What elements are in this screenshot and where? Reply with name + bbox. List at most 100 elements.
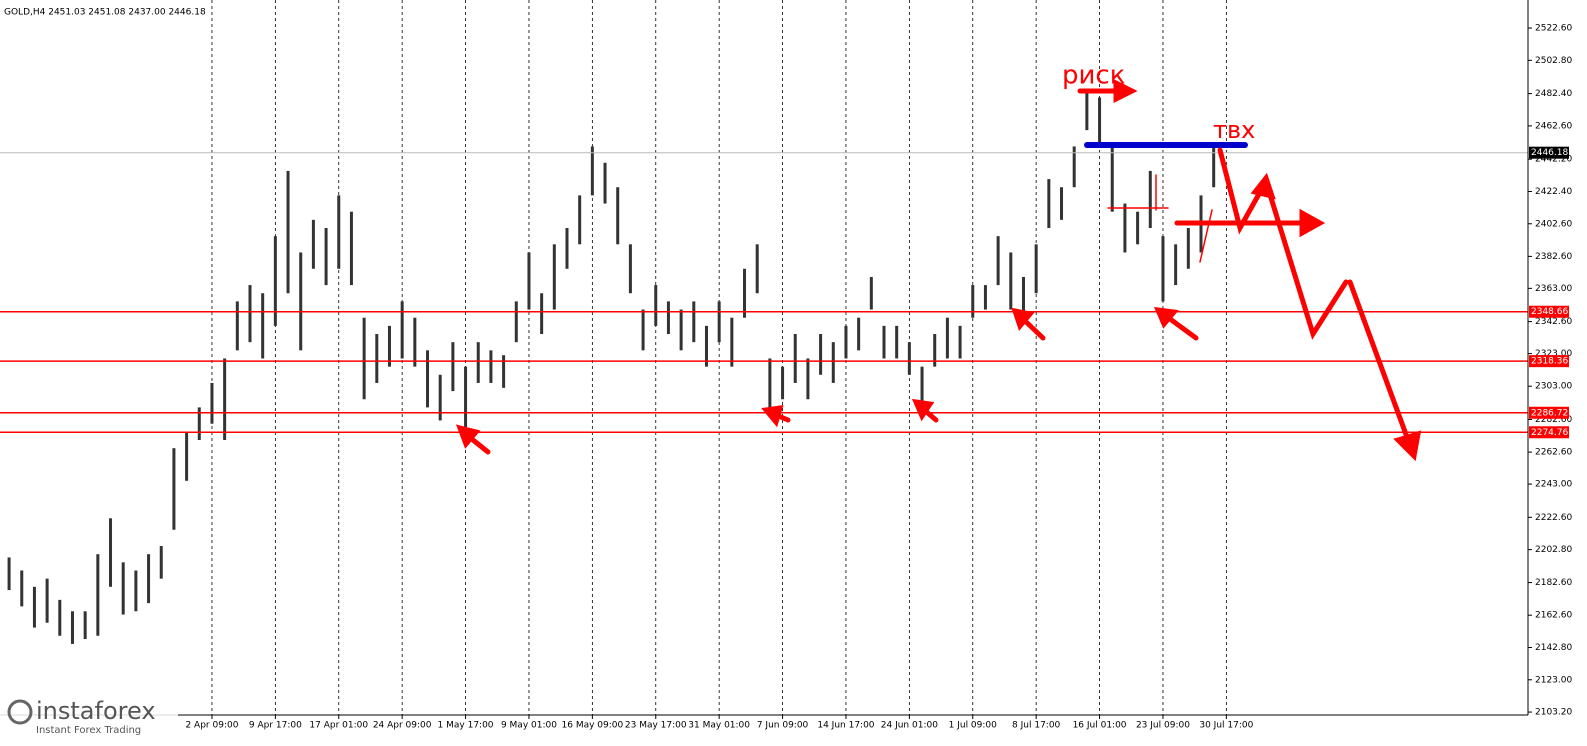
thin-line <box>1199 209 1213 263</box>
y-tick-label: 2342.60 <box>1535 317 1572 327</box>
x-tick-label: 23 May 17:00 <box>625 721 687 731</box>
price-bar <box>273 236 277 326</box>
price-bar <box>45 578 49 623</box>
price-bar <box>438 374 442 421</box>
price-bar <box>1060 187 1064 220</box>
price-bar <box>197 407 201 441</box>
price-bar <box>451 342 455 392</box>
price-bar <box>958 325 962 359</box>
x-tick-label: 9 Apr 17:00 <box>249 721 302 731</box>
chart-title: GOLD,H4 2451.03 2451.08 2437.00 2446.18 <box>4 8 206 18</box>
price-bar <box>704 325 708 367</box>
price-bar <box>768 358 772 416</box>
x-tick-label: 31 May 01:00 <box>688 721 750 731</box>
price-bar <box>1161 236 1165 302</box>
price-bar <box>1047 179 1051 229</box>
price-bar <box>223 358 227 441</box>
arrow <box>1265 185 1349 340</box>
y-tick-label: 2243.00 <box>1535 480 1572 490</box>
price-bar <box>945 317 949 359</box>
price-bar <box>831 342 835 383</box>
price-bar <box>971 285 975 318</box>
price-bar <box>983 285 987 310</box>
annotation: риск <box>1062 61 1125 91</box>
x-tick-label: 2 Apr 09:00 <box>185 721 238 731</box>
level-label-box <box>1529 406 1569 419</box>
y-tick-label: 2502.80 <box>1535 56 1572 66</box>
price-bar <box>1123 203 1127 253</box>
y-tick-label: 2142.80 <box>1535 643 1572 653</box>
price-bar <box>578 195 582 245</box>
price-bar <box>58 599 62 636</box>
price-bar <box>933 334 937 367</box>
arrow <box>1163 313 1199 341</box>
level-label: 2274.76 <box>1531 428 1568 438</box>
price-bar <box>375 334 379 383</box>
y-tick-label: 2442.20 <box>1535 155 1572 165</box>
price-bar <box>603 162 607 204</box>
price-bar <box>1186 228 1190 269</box>
x-tick-label: 8 Jul 17:00 <box>1012 721 1061 731</box>
x-tick-label: 1 Jul 09:00 <box>949 721 998 731</box>
price-bar <box>349 211 353 286</box>
y-tick-label: 2402.60 <box>1535 219 1572 229</box>
x-tick-label: 14 Jun 17:00 <box>817 721 874 731</box>
price-bar <box>324 228 328 286</box>
y-tick-label: 2103.20 <box>1535 708 1572 718</box>
price-bar <box>730 317 734 367</box>
price-bar <box>540 293 544 335</box>
y-tick-label: 2482.40 <box>1535 89 1572 99</box>
watermark-tagline: Instant Forex Trading <box>36 725 141 736</box>
level-label: 2318.36 <box>1531 357 1568 367</box>
x-tick-label: 24 Apr 09:00 <box>373 721 432 731</box>
price-bar <box>616 187 620 245</box>
price-bar <box>311 219 315 269</box>
price-bar <box>857 317 861 351</box>
arrowhead <box>1393 430 1422 462</box>
y-tick-label: 2323.00 <box>1535 349 1572 359</box>
price-bar <box>210 382 214 424</box>
level-label-box <box>1529 305 1569 318</box>
arrowhead <box>455 424 481 449</box>
y-tick-label: 2182.60 <box>1535 578 1572 588</box>
axis: 2 Apr 09:00 9 Apr 17:00 17 Apr 01:00 24 Apr… <box>185 24 1572 731</box>
y-tick-label: 2222.60 <box>1535 513 1572 523</box>
price-bar <box>400 301 404 359</box>
price-bar <box>781 366 785 400</box>
last-price-label: 2446.18 <box>1531 148 1568 158</box>
price-bar <box>286 170 290 294</box>
price-bar <box>70 611 74 644</box>
price-bar <box>743 268 747 318</box>
y-tick-label: 2162.60 <box>1535 611 1572 621</box>
price-bar <box>134 570 138 612</box>
x-tick-label: 24 Jun 01:00 <box>881 721 938 731</box>
level-label-box <box>1529 355 1569 368</box>
price-bar <box>109 518 113 587</box>
price-bar <box>869 276 873 310</box>
y-tick-label: 2202.80 <box>1535 545 1572 555</box>
arrowhead <box>1011 307 1035 332</box>
x-tick-label: 1 May 17:00 <box>438 721 494 731</box>
price-bar <box>248 285 252 343</box>
price-bar <box>362 317 366 400</box>
price-bar <box>527 252 531 310</box>
x-tick-label: 30 Jul 17:00 <box>1199 721 1253 731</box>
last-price-box <box>1529 146 1569 159</box>
level-label: 2286.72 <box>1531 408 1568 418</box>
y-tick-label: 2363.00 <box>1535 284 1572 294</box>
price-bar <box>679 309 683 351</box>
price-bar <box>996 236 1000 286</box>
price-bar <box>1148 170 1152 229</box>
price-bar <box>907 342 911 375</box>
price-bar <box>159 546 163 579</box>
price-bar <box>387 325 391 367</box>
y-tick-label: 2422.40 <box>1535 187 1572 197</box>
price-bar <box>32 586 36 628</box>
x-tick-label: 23 Jul 09:00 <box>1136 721 1190 731</box>
level-label: 2348.66 <box>1531 307 1568 317</box>
price-bar <box>654 285 658 326</box>
y-tick-label: 2462.60 <box>1535 121 1572 131</box>
price-bar <box>717 301 721 343</box>
x-tick-label: 16 May 09:00 <box>562 721 624 731</box>
levels <box>0 152 1528 434</box>
